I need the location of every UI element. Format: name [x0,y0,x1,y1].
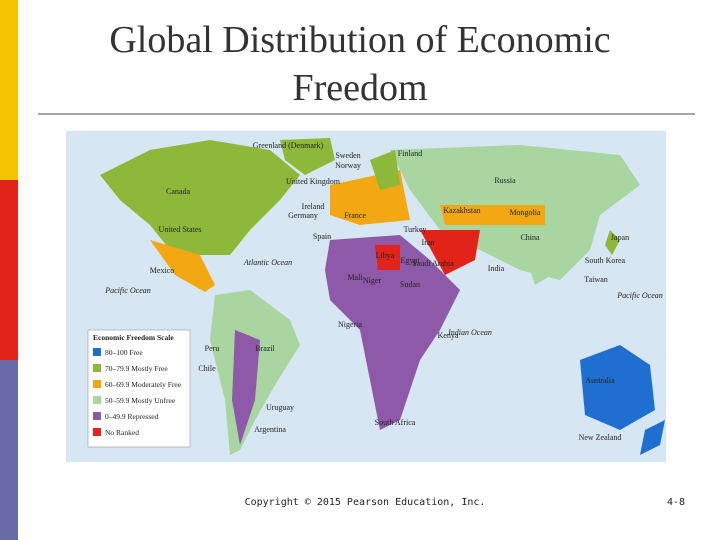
map-label: Indian Ocean [447,328,492,337]
map-label: Sudan [400,280,420,289]
map-label: Pacific Ocean [104,286,151,295]
land [150,240,215,292]
legend-swatch [93,428,101,436]
map-label: Uruguay [266,403,294,412]
legend-label: 50–59.9 Mostly Unfree [105,396,176,405]
map-label: Finland [398,149,422,158]
map-label: Kenya [438,331,459,340]
land [232,330,260,445]
map-label: Mali [347,273,363,282]
map-label: Turkey [404,225,427,234]
map-label: Taiwan [584,275,607,284]
map-label: Chile [198,364,216,373]
map-label: Canada [166,187,190,196]
map-label: Iran [422,238,435,247]
land [370,150,400,190]
side-bar [0,180,18,360]
title: Freedom [292,67,427,109]
land [325,235,460,430]
map-label: China [520,233,540,242]
legend-swatch [93,348,101,356]
map-label: Atlantic Ocean [243,258,292,267]
map-label: Mexico [150,266,174,275]
map-label: United Kingdom [286,177,341,186]
map-label: Egypt [400,256,420,265]
side-bar [0,0,18,180]
map-label: Libya [376,251,395,260]
land [420,230,480,275]
map-label: France [344,211,366,220]
map-label: Ireland [302,202,325,211]
side-bar [0,360,18,540]
map-label: Kazakhstan [443,206,480,215]
land [580,345,655,430]
land [520,240,560,285]
legend-label: 60–69.9 Moderately Free [105,380,182,389]
legend-label: No Ranked [105,428,139,437]
land [280,138,335,175]
legend-label: 70–79.9 Mostly Free [105,364,168,373]
map-label: Mongolia [509,208,541,217]
map-label: New Zealand [579,433,622,442]
map-label: Pacific Ocean [616,291,663,300]
map-label: Germany [288,211,318,220]
map-label: Japan [611,233,629,242]
legend-title: Economic Freedom Scale [93,333,174,342]
map-label: Niger [363,276,382,285]
legend-swatch [93,412,101,420]
map-label: Saudi Arabia [412,259,454,268]
map-label: Argentina [254,425,286,434]
map-label: Sweden [335,151,360,160]
map-label: Russia [494,176,516,185]
map-label: Greenland (Denmark) [253,141,324,150]
land [100,140,300,255]
legend-box [87,329,191,448]
land [440,205,545,225]
map-label: South Africa [375,418,416,427]
land [375,245,400,270]
map-label: India [488,264,505,273]
map-label: Spain [313,232,331,241]
land [640,420,665,455]
copyright: Copyright © 2015 Pearson Education, Inc. [245,497,486,508]
map-label: United States [159,225,202,234]
title: Global Distribution of Economic [109,19,610,61]
map-label: Norway [335,161,361,170]
page-number: 4-8 [667,497,685,508]
legend-swatch [93,364,101,372]
map: Economic Freedom Scale [66,131,666,462]
map-label: Peru [205,344,220,353]
legend-swatch [93,380,101,388]
map-label: Brazil [255,344,275,353]
map-label: Australia [585,376,615,385]
legend-swatch [93,396,101,404]
map-label: Nigeria [338,320,362,329]
map-label: South Korea [585,256,626,265]
land [605,230,620,255]
legend-label: 0–49.9 Repressed [105,412,159,421]
legend-label: 80–100 Free [105,348,143,357]
